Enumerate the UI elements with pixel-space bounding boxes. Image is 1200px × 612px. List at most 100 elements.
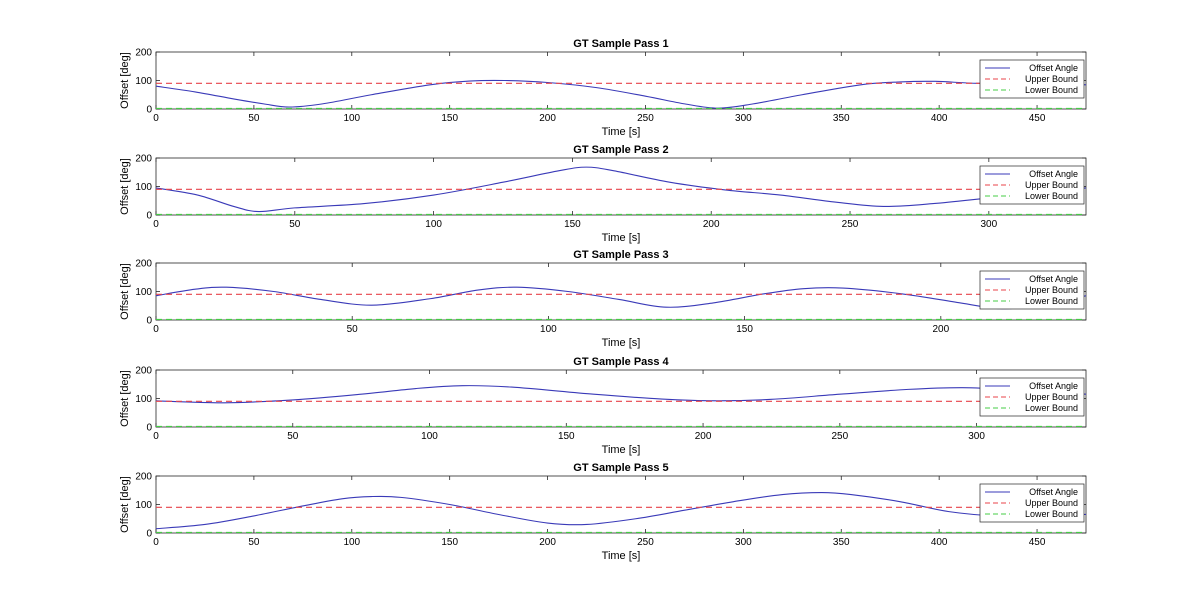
chart-title: GT Sample Pass 5 [573, 462, 668, 474]
x-tick-label: 450 [1029, 113, 1046, 124]
series-line-offset-angle [156, 385, 1086, 404]
x-tick-label: 50 [248, 537, 260, 548]
x-tick-label: 150 [564, 219, 581, 230]
x-tick-label: 0 [153, 431, 159, 442]
legend-entry: Offset Angle [1029, 274, 1078, 284]
subplot-1: GT Sample Pass 1 0 50 100 150 200 250 300 350 400… [119, 38, 1087, 138]
legend-entry: Offset Angle [1029, 381, 1078, 391]
x-tick-label: 100 [343, 113, 360, 124]
y-tick-label: 0 [146, 105, 152, 116]
legend-entry: Lower Bound [1025, 191, 1078, 201]
x-axis-label: Time [s] [602, 232, 641, 244]
x-tick-label: 250 [831, 431, 848, 442]
y-tick-label: 100 [135, 182, 152, 193]
x-tick-label: 400 [931, 113, 948, 124]
x-tick-label: 0 [153, 537, 159, 548]
legend-entry: Upper Bound [1025, 180, 1078, 190]
legend-entry: Upper Bound [1025, 285, 1078, 295]
x-tick-label: 200 [539, 537, 556, 548]
x-tick-label: 450 [1029, 537, 1046, 548]
x-tick-label: 250 [637, 537, 654, 548]
series-line-offset-angle [156, 79, 1086, 109]
x-tick-label: 150 [736, 324, 753, 335]
x-tick-label: 150 [441, 113, 458, 124]
y-tick-label: 200 [135, 154, 152, 165]
chart-title: GT Sample Pass 3 [573, 249, 668, 261]
plot-area [155, 157, 1087, 216]
y-tick-label: 100 [135, 287, 152, 298]
plot-area [155, 51, 1087, 110]
y-tick-label: 100 [135, 76, 152, 87]
series-line-offset-angle [156, 286, 1086, 310]
y-tick-label: 200 [135, 259, 152, 270]
y-tick-label: 0 [146, 316, 152, 327]
x-axis-label: Time [s] [602, 126, 641, 138]
y-tick-label: 100 [135, 500, 152, 511]
x-tick-label: 0 [153, 324, 159, 335]
y-axis-label: Offset [deg] [119, 263, 131, 320]
x-tick-label: 250 [842, 219, 859, 230]
x-tick-label: 300 [735, 113, 752, 124]
x-tick-label: 0 [153, 113, 159, 124]
x-tick-label: 50 [289, 219, 301, 230]
legend-entry: Lower Bound [1025, 403, 1078, 413]
y-tick-label: 100 [135, 394, 152, 405]
chart-title: GT Sample Pass 2 [573, 144, 668, 156]
subplot-2: GT Sample Pass 2 0 50 100 150 200 250 300 0 100 20… [119, 144, 1087, 244]
x-tick-label: 300 [735, 537, 752, 548]
series-line-offset-angle [156, 166, 1086, 213]
legend-entry: Lower Bound [1025, 85, 1078, 95]
y-axis-label: Offset [deg] [119, 52, 131, 109]
x-tick-label: 100 [425, 219, 442, 230]
x-axis-label: Time [s] [602, 337, 641, 349]
x-tick-label: 350 [833, 113, 850, 124]
series-line-offset-angle [156, 491, 1086, 530]
x-tick-label: 100 [421, 431, 438, 442]
legend-box [979, 377, 1085, 417]
plot-area [155, 262, 1087, 321]
y-tick-label: 0 [146, 423, 152, 434]
legend-entry: Upper Bound [1025, 498, 1078, 508]
y-axis-label: Offset [deg] [119, 370, 131, 427]
x-tick-label: 200 [539, 113, 556, 124]
x-tick-label: 150 [441, 537, 458, 548]
plot-area [155, 475, 1087, 534]
y-axis-label: Offset [deg] [119, 476, 131, 533]
x-tick-label: 200 [695, 431, 712, 442]
x-tick-label: 400 [931, 537, 948, 548]
chart-title: GT Sample Pass 4 [573, 356, 669, 368]
legend-entry: Offset Angle [1029, 169, 1078, 179]
x-tick-label: 50 [248, 113, 260, 124]
y-tick-label: 0 [146, 211, 152, 222]
legend-entry: Upper Bound [1025, 74, 1078, 84]
subplot-3: GT Sample Pass 3 0 50 100 150 200 0 100 200 Time … [119, 249, 1087, 349]
y-tick-label: 200 [135, 366, 152, 377]
x-tick-label: 200 [932, 324, 949, 335]
x-axis-label: Time [s] [602, 444, 641, 456]
x-tick-label: 350 [833, 537, 850, 548]
y-tick-label: 200 [135, 472, 152, 483]
x-tick-label: 50 [347, 324, 359, 335]
subplot-4: GT Sample Pass 4 0 50 100 150 200 250 300 0 100 20… [119, 356, 1087, 456]
y-tick-label: 0 [146, 529, 152, 540]
x-tick-label: 300 [980, 219, 997, 230]
legend-entry: Offset Angle [1029, 487, 1078, 497]
x-tick-label: 300 [968, 431, 985, 442]
x-tick-label: 250 [637, 113, 654, 124]
legend-entry: Offset Angle [1029, 63, 1078, 73]
x-tick-label: 50 [287, 431, 299, 442]
y-tick-label: 200 [135, 48, 152, 59]
x-tick-label: 100 [343, 537, 360, 548]
legend-entry: Lower Bound [1025, 296, 1078, 306]
chart-title: GT Sample Pass 1 [573, 38, 668, 50]
subplot-5: GT Sample Pass 5 0 50 100 150 200 250 300 350 400… [119, 462, 1087, 562]
plot-area [155, 369, 1087, 428]
x-tick-label: 100 [540, 324, 557, 335]
x-tick-label: 150 [558, 431, 575, 442]
